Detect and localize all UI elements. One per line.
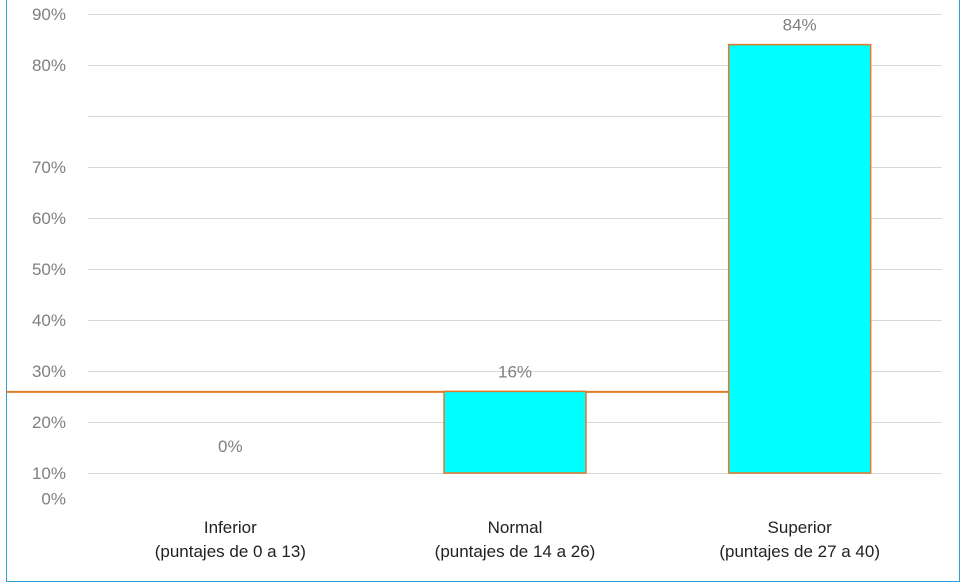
y-tick-label: 80%: [32, 56, 66, 75]
y-tick-label: 90%: [32, 5, 66, 24]
category-label: Normal: [488, 518, 543, 537]
y-tick-label: 60%: [32, 209, 66, 228]
data-labels: 0% 16% 84%: [218, 16, 817, 456]
category-label: Inferior: [204, 518, 257, 537]
category-label: Superior: [768, 518, 833, 537]
bars: [443, 43, 872, 474]
category-labels: Inferior (puntajes de 0 a 13) Normal (punta…: [155, 518, 880, 561]
y-tick-label: 0%: [41, 490, 66, 509]
y-tick-label: 40%: [32, 311, 66, 330]
bar: [727, 43, 872, 474]
category-sublabel: (puntajes de 14 a 26): [435, 542, 596, 561]
y-tick-label: 20%: [32, 413, 66, 432]
bar: [443, 390, 587, 474]
chart-frame: [6, 0, 960, 582]
data-label: 0%: [218, 437, 243, 456]
data-label: 16%: [498, 362, 532, 381]
category-sublabel: (puntajes de 27 a 40): [719, 542, 880, 561]
data-label: 84%: [783, 16, 817, 35]
y-tick-label: 70%: [32, 158, 66, 177]
category-sublabel: (puntajes de 0 a 13): [155, 542, 306, 561]
y-tick-label: 30%: [32, 362, 66, 381]
y-tick-label: 50%: [32, 260, 66, 279]
gridlines: [88, 14, 942, 474]
y-axis-ticks: 0% 10% 20% 30% 40% 50% 60% 70% 80% 90%: [32, 5, 66, 509]
y-tick-label: 10%: [32, 464, 66, 483]
